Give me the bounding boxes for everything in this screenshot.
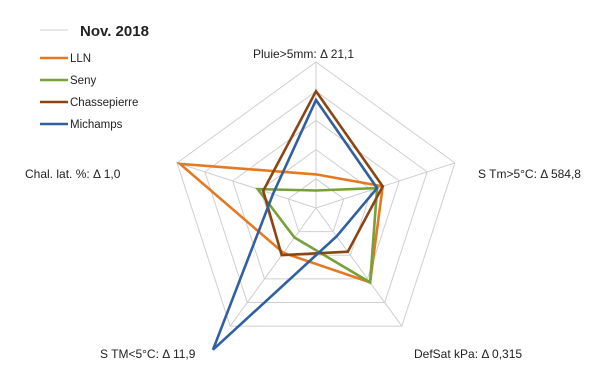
grid-ring-1 (287, 178, 345, 233)
grid-spoke-4 (176, 162, 317, 209)
legend: Nov. 2018 LLN Seny Chassepierre Michamps (40, 23, 149, 131)
series-line-michamps (211, 97, 379, 351)
axis-label-defsat: DefSat kPa: Δ 0,315 (414, 347, 522, 361)
grid-ring-5 (176, 61, 456, 327)
grid-spoke-1 (315, 162, 456, 209)
grid-spoke-3 (229, 207, 317, 327)
axis-label-stm-lt5: S TM<5°C: Δ 11,9 (100, 347, 196, 361)
legend-title: Nov. 2018 (80, 23, 149, 40)
axis-label-stm-gt5: S Tm>5°C: Δ 584,8 (478, 167, 581, 181)
axis-label-chal-lat: Chal. lat. %: Δ 1,0 (25, 167, 121, 181)
legend-label-chassepierre: Chassepierre (70, 97, 138, 109)
legend-label-lln: LLN (70, 53, 91, 65)
series-line-seny (255, 186, 379, 285)
legend-label-michamps: Michamps (70, 119, 123, 131)
radar-series (176, 88, 385, 351)
grid-spoke-2 (315, 207, 403, 327)
grid-ring-3 (232, 119, 400, 280)
axis-label-pluie: Pluie>5mm: Δ 21,1 (253, 47, 354, 61)
legend-label-seny: Seny (70, 75, 96, 87)
series-line-chassepierre (261, 88, 385, 257)
grid-ring-4 (204, 90, 428, 303)
series-line-lln (176, 162, 385, 285)
